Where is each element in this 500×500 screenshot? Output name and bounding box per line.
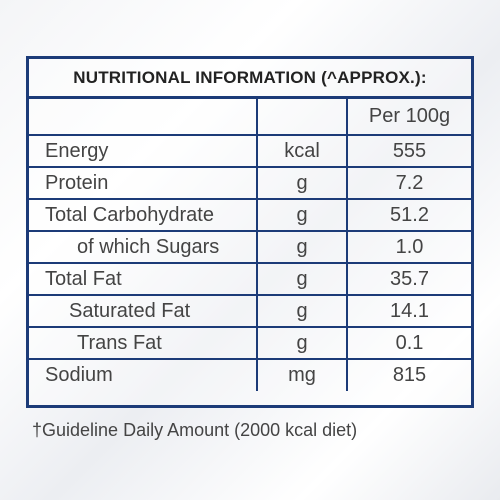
row-label: Saturated Fat (29, 294, 258, 328)
row-label: of which Sugars (29, 230, 258, 264)
row-value: 0.1 (346, 326, 471, 360)
table-row: of which Sugars g 1.0 (29, 230, 471, 264)
table-row: Saturated Fat g 14.1 (29, 294, 471, 328)
row-label: Energy (29, 134, 258, 168)
table-row: Trans Fat g 0.1 (29, 326, 471, 360)
table-title: NUTRITIONAL INFORMATION (^APPROX.): (29, 59, 471, 99)
header-label-cell (29, 99, 258, 136)
row-value: 815 (346, 358, 471, 391)
row-value: 1.0 (346, 230, 471, 264)
row-value: 51.2 (346, 198, 471, 232)
table-row: Total Fat g 35.7 (29, 262, 471, 296)
row-unit: g (256, 166, 348, 200)
row-value: 7.2 (346, 166, 471, 200)
table-row: Total Carbohydrate g 51.2 (29, 198, 471, 232)
row-value: 555 (346, 134, 471, 168)
table-row: Protein g 7.2 (29, 166, 471, 200)
row-unit: g (256, 326, 348, 360)
nutrition-table: Per 100g Energy kcal 555 Protein g 7.2 T… (29, 99, 471, 391)
nutrition-panel: NUTRITIONAL INFORMATION (^APPROX.): Per … (26, 56, 474, 408)
row-unit: g (256, 294, 348, 328)
row-unit: kcal (256, 134, 348, 168)
row-value: 14.1 (346, 294, 471, 328)
header-per-100g: Per 100g (346, 99, 471, 136)
row-unit: g (256, 198, 348, 232)
row-label: Trans Fat (29, 326, 258, 360)
row-value: 35.7 (346, 262, 471, 296)
row-label: Total Fat (29, 262, 258, 296)
row-unit: g (256, 262, 348, 296)
table-header-row: Per 100g (29, 99, 471, 136)
header-unit-cell (256, 99, 348, 136)
footnote: †Guideline Daily Amount (2000 kcal diet) (32, 420, 358, 440)
row-unit: mg (256, 358, 348, 391)
row-label: Total Carbohydrate (29, 198, 258, 232)
table-row: Sodium mg 815 (29, 358, 471, 391)
row-unit: g (256, 230, 348, 264)
table-row: Energy kcal 555 (29, 134, 471, 168)
row-label: Protein (29, 166, 258, 200)
row-label: Sodium (29, 358, 258, 391)
